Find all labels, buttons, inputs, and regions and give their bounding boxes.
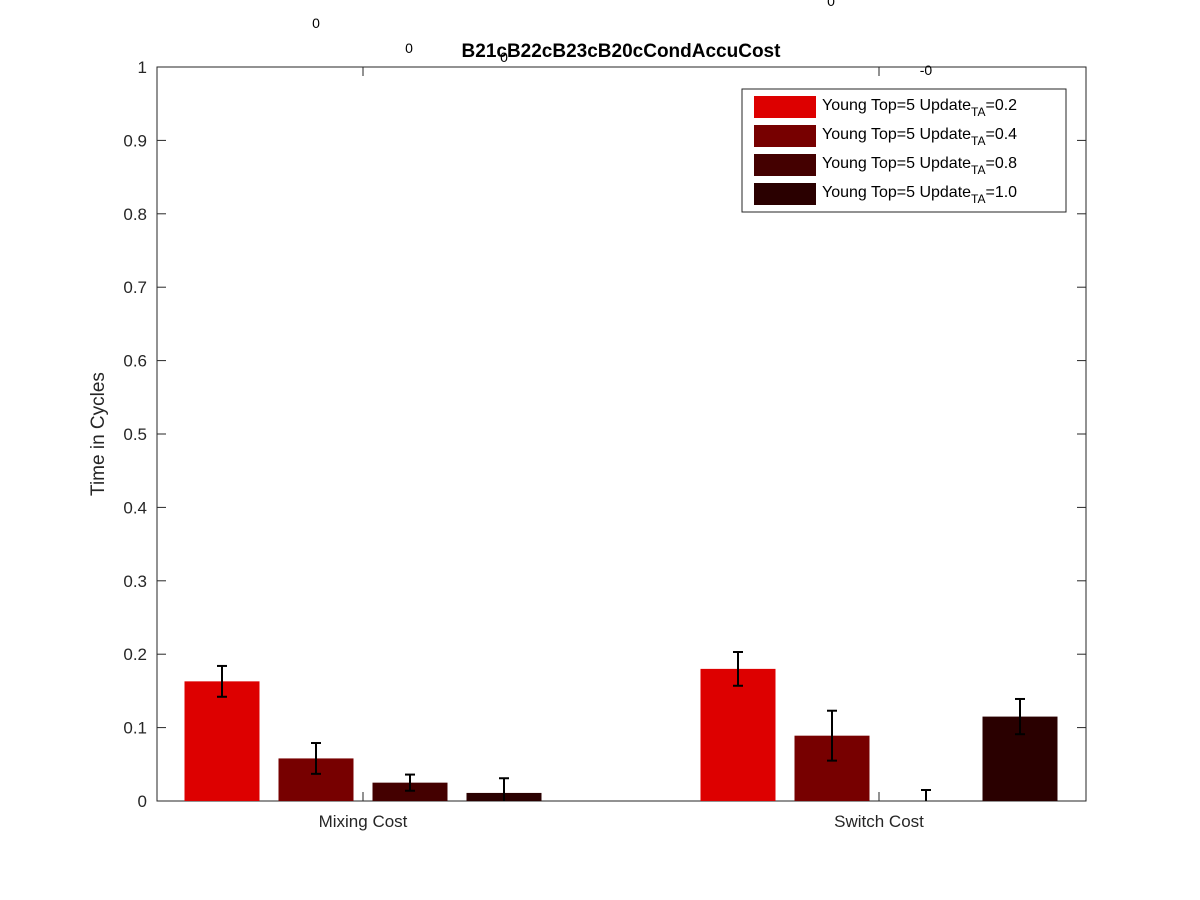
- y-tick-label: 0: [138, 792, 147, 811]
- data-label: 0: [500, 49, 508, 65]
- y-tick-label: 0.6: [123, 352, 147, 371]
- chart-title: B21cB22cB23cB20cCondAccuCost: [462, 41, 782, 62]
- legend-swatch-4: [754, 183, 816, 205]
- legend-subscript: TA: [971, 163, 985, 177]
- legend-entry-1: Young Top=5 UpdateTA=0.2: [822, 97, 1017, 119]
- legend-subscript: TA: [971, 192, 985, 206]
- legend-entry-4: Young Top=5 UpdateTA=1.0: [822, 184, 1017, 206]
- legend-entry-3: Young Top=5 UpdateTA=0.8: [822, 155, 1017, 177]
- legend-name: Young Top=5 Update: [822, 155, 971, 172]
- data-labels: 0 0 0 -0 0: [312, 0, 932, 78]
- legend-name: Young Top=5 Update: [822, 184, 971, 201]
- bar-1-switch-cost: [700, 668, 776, 801]
- legend-swatch-1: [754, 96, 816, 118]
- legend-suffix: =0.4: [985, 126, 1017, 143]
- legend-entry-2: Young Top=5 UpdateTA=0.4: [822, 126, 1017, 148]
- data-label: 0: [405, 40, 413, 56]
- y-tick-label: 0.3: [123, 572, 147, 591]
- legend-suffix: =1.0: [985, 184, 1017, 201]
- legend-suffix: =0.2: [985, 97, 1017, 114]
- y-tick-label: 0.7: [123, 278, 147, 297]
- legend-name: Young Top=5 Update: [822, 97, 971, 114]
- legend-swatch-3: [754, 154, 816, 176]
- bars: [184, 668, 1058, 801]
- y-axis-label: Time in Cycles: [88, 372, 109, 496]
- bar-3-mixing-cost: [372, 782, 448, 801]
- y-tick-label: 0.4: [123, 498, 147, 517]
- y-tick-label: 0.5: [123, 425, 147, 444]
- x-tick-label: Mixing Cost: [319, 812, 408, 831]
- y-tick-label: 0.9: [123, 131, 147, 150]
- legend-name: Young Top=5 Update: [822, 126, 971, 143]
- y-tick-label: 1: [138, 58, 147, 77]
- legend-swatch-2: [754, 125, 816, 147]
- data-label: 0: [312, 15, 320, 31]
- error-bars: [217, 650, 1025, 801]
- legend-subscript: TA: [971, 105, 985, 119]
- y-tick-label: 0.2: [123, 645, 147, 664]
- y-tick-label: 0.1: [123, 719, 147, 738]
- x-tick-label: Switch Cost: [834, 812, 924, 831]
- y-tick-label: 0.8: [123, 205, 147, 224]
- bar-1-mixing-cost: [184, 681, 260, 801]
- axis-ticks: 0 0.1 0.2 0.3 0.4 0.5 0.6 0.7 0.8 0.9 1 Mixing Cost…: [123, 58, 1086, 831]
- legend-suffix: =0.8: [985, 155, 1017, 172]
- data-label: -0: [920, 62, 933, 78]
- data-label: 0: [827, 0, 835, 9]
- legend-subscript: TA: [971, 134, 985, 148]
